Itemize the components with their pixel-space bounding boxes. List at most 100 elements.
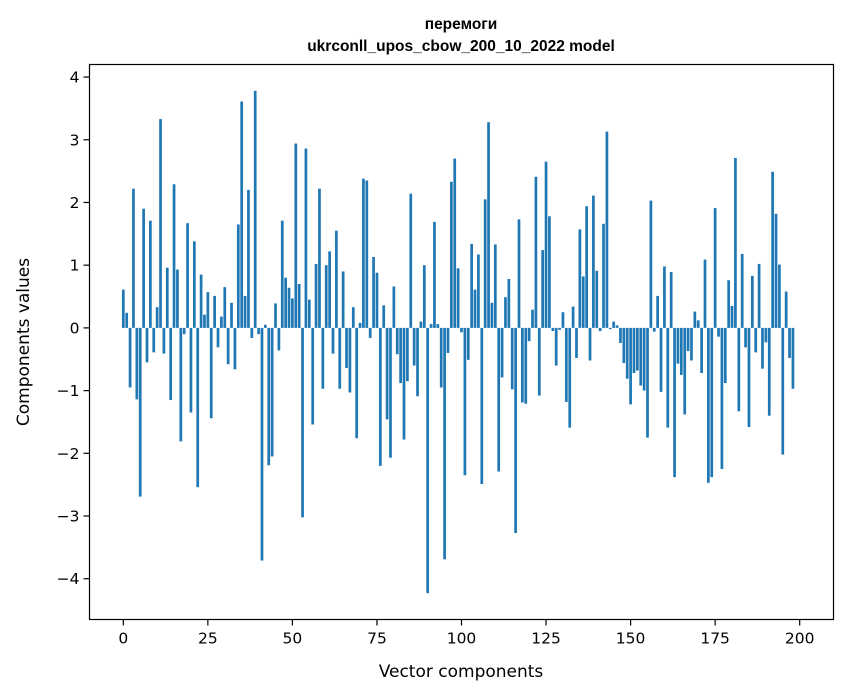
chart-title-line-1: перемоги (425, 16, 498, 33)
bar (159, 119, 162, 328)
bar (517, 219, 521, 328)
bar (676, 327, 680, 364)
x-axis-ticks: 0 25 50 75 100 125 150 175 200 (118, 619, 814, 648)
bar (720, 327, 724, 469)
bar (551, 327, 555, 332)
plot-frame (88, 63, 835, 621)
bar (304, 148, 308, 328)
bar (686, 327, 690, 352)
bar (541, 250, 545, 328)
bar (223, 287, 227, 328)
bar (646, 327, 649, 438)
bar (392, 286, 396, 328)
bar (477, 254, 480, 328)
bar (213, 295, 216, 328)
bar (734, 157, 737, 328)
bar (717, 327, 720, 337)
bar (128, 327, 132, 388)
bar (527, 327, 531, 342)
y-tick-label: −2 (57, 445, 80, 463)
bar (713, 208, 717, 328)
bar (774, 213, 778, 328)
bar (419, 321, 423, 328)
bar (321, 327, 325, 389)
bar (757, 263, 761, 328)
bar (257, 327, 260, 335)
bar (761, 327, 764, 369)
bar (666, 327, 670, 428)
bar (771, 171, 774, 328)
bar (750, 275, 754, 328)
bar (690, 327, 693, 361)
bar (338, 327, 342, 389)
bar (463, 327, 467, 476)
bar (121, 289, 125, 328)
bar (595, 270, 599, 328)
bar (548, 216, 551, 328)
bar (510, 327, 514, 390)
bar (568, 327, 572, 428)
bar (788, 327, 791, 358)
bar (669, 272, 673, 328)
bar (247, 189, 250, 328)
bar (240, 101, 244, 328)
bar (149, 220, 152, 328)
bar (345, 327, 348, 369)
bar (737, 327, 741, 412)
bar (382, 305, 386, 328)
bar (314, 263, 318, 328)
bar (385, 327, 389, 420)
bar (537, 327, 541, 396)
bar (483, 199, 487, 328)
bar (409, 193, 413, 328)
bar (639, 327, 643, 386)
bar (125, 312, 129, 328)
bar (378, 327, 382, 466)
bar (683, 327, 687, 415)
bar (791, 327, 795, 389)
bar (436, 324, 440, 328)
bar (727, 280, 731, 328)
bar (764, 327, 768, 343)
bar (673, 327, 676, 478)
bar (284, 277, 287, 328)
bar (564, 327, 568, 402)
bar (700, 327, 703, 374)
bar (402, 327, 406, 440)
bar (395, 327, 399, 355)
bar (267, 327, 271, 466)
bar (581, 276, 585, 328)
bar (169, 327, 173, 401)
bar (331, 327, 335, 354)
bar (220, 316, 223, 328)
bar (615, 325, 619, 328)
bar (301, 327, 304, 518)
bar (453, 158, 457, 328)
bar (270, 327, 274, 457)
bar (585, 206, 588, 328)
bar (652, 327, 656, 332)
bar (250, 327, 254, 338)
bar (575, 327, 578, 358)
bar (209, 327, 213, 419)
bar (206, 292, 210, 328)
y-tick-label: 3 (70, 131, 80, 149)
bar (182, 327, 186, 335)
bar (375, 272, 379, 328)
bar (622, 327, 626, 364)
bar (531, 309, 534, 328)
bar (426, 327, 430, 594)
bar (554, 327, 558, 366)
bar (642, 327, 646, 391)
bar (155, 307, 159, 328)
bar (571, 306, 575, 328)
bar (490, 302, 494, 328)
bar (504, 297, 507, 328)
bar (179, 327, 183, 442)
bar (740, 253, 744, 328)
bar (324, 265, 328, 328)
y-axis-ticks: −4 −3 −2 −1 0 1 2 3 4 (57, 69, 90, 588)
bar (487, 122, 490, 328)
bar (351, 307, 355, 328)
bar (192, 241, 196, 328)
